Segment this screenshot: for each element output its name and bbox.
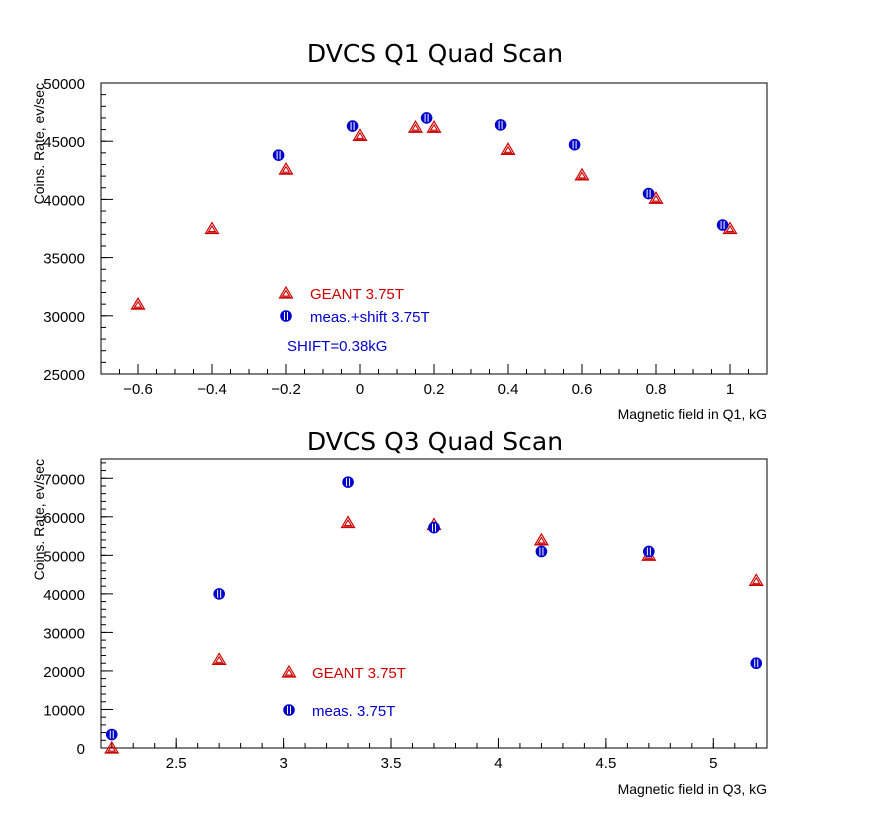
x-tick-label: 1: [726, 381, 734, 398]
legend-triangle-marker: [278, 285, 294, 299]
y-tick-label: 30000: [43, 309, 85, 326]
chart-q1-xlabel: Magnetic field in Q1, kG: [618, 406, 767, 422]
x-tick-label: 0.8: [646, 381, 667, 398]
x-tick-label: 2.5: [166, 755, 187, 772]
chart-q3-xlabel: Magnetic field in Q3, kG: [618, 781, 767, 797]
legend-meas-shift-marker: [280, 310, 292, 322]
y-tick-label: 25000: [43, 367, 85, 384]
point-geant: [130, 296, 146, 310]
point-geant: [104, 740, 120, 754]
y-tick-label: 40000: [43, 192, 85, 209]
x-tick-label: 3: [279, 755, 287, 772]
point-geant: [748, 573, 764, 586]
point-measured: [750, 657, 763, 670]
y-tick-label: 0: [77, 741, 85, 758]
x-tick-label: 3.5: [381, 755, 402, 772]
point-measured: [535, 545, 548, 558]
legend-meas-shift-label: meas.+shift 3.75T: [310, 309, 430, 326]
x-tick-label: 4.5: [595, 755, 616, 772]
y-tick-label: 35000: [43, 251, 85, 268]
chart-q3-ticks: 2.5 3 3.5 4 4.5 5 0 10000 20000 30000 40000 50000 60…: [43, 462, 757, 772]
y-tick-label: 50000: [43, 548, 85, 565]
point-measured: [428, 521, 440, 534]
legend-geant-marker: [278, 285, 294, 299]
chart-q3-legend: GEANT 3.75T meas. 3.75T: [281, 664, 406, 720]
chart-q1-frame: [100, 82, 768, 375]
x-tick-label: 0.6: [572, 381, 593, 398]
y-tick-label: 10000: [43, 702, 85, 719]
point-geant: [340, 515, 356, 529]
y-tick-label: 40000: [43, 587, 85, 604]
legend-circle-marker: [283, 704, 295, 716]
point-measured: [643, 545, 655, 558]
point-geant: [533, 532, 549, 546]
point-measured: [105, 728, 118, 741]
point-geant: [211, 652, 227, 665]
point-geant: [574, 167, 590, 181]
chart-q3-title: DVCS Q3 Quad Scan: [307, 427, 563, 456]
x-tick-label: −0.6: [123, 381, 153, 398]
legend-geant-label: GEANT 3.75T: [312, 665, 406, 682]
x-tick-label: 0.2: [424, 381, 445, 398]
y-tick-label: 60000: [43, 510, 85, 527]
y-tick-label: 45000: [43, 134, 85, 151]
chart-q3-points: [104, 476, 764, 754]
point-measured: [213, 588, 225, 600]
x-tick-label: 5: [709, 755, 717, 772]
x-tick-label: 4: [494, 755, 502, 772]
y-tick-label: 30000: [43, 625, 85, 642]
chart-q1-points: [130, 112, 738, 310]
point-measured: [272, 149, 285, 161]
chart-q1-ylabel: Coins. Rate, ev/sec: [31, 83, 47, 204]
chart-q1: DVCS Q1 Quad Scan Magnetic field in Q1, …: [31, 39, 768, 422]
point-geant: [500, 142, 516, 155]
shift-annotation: SHIFT=0.38kG: [287, 338, 387, 355]
legend-geant-marker: [281, 664, 297, 678]
point-geant: [426, 120, 442, 133]
legend-geant-label: GEANT 3.75T: [310, 286, 404, 303]
point-measured: [716, 219, 729, 231]
point-geant: [278, 161, 294, 175]
x-tick-label: −0.4: [197, 381, 227, 398]
chart-q3-frame: [100, 458, 768, 749]
x-tick-label: 0.4: [498, 381, 519, 398]
point-geant: [648, 191, 664, 204]
point-measured: [642, 187, 655, 200]
point-geant: [407, 120, 424, 133]
chart-q3: DVCS Q3 Quad Scan Magnetic field in Q3, …: [31, 427, 768, 797]
point-measured: [494, 119, 507, 131]
legend-meas-marker: [283, 704, 295, 716]
chart-q1-ticks: −0.6 −0.4 −0.2 0 0.2 0.4 0.6 0.8 1 25000 30000 3500…: [43, 76, 768, 398]
legend-triangle-marker: [281, 664, 297, 678]
point-measured: [342, 476, 354, 488]
point-measured: [568, 138, 581, 151]
point-measured: [420, 112, 433, 124]
chart-q1-title: DVCS Q1 Quad Scan: [307, 39, 563, 68]
point-geant: [352, 128, 368, 141]
y-tick-label: 50000: [43, 76, 85, 93]
legend-meas-label: meas. 3.75T: [312, 703, 395, 720]
chart-q3-ylabel: Coins. Rate, ev/sec: [31, 459, 47, 580]
x-tick-label: −0.2: [271, 381, 301, 398]
legend-circle-marker: [280, 310, 292, 322]
point-geant: [204, 221, 220, 235]
chart-q1-legend: GEANT 3.75T meas.+shift 3.75T SHIFT=0.38…: [278, 285, 430, 355]
y-tick-label: 20000: [43, 664, 85, 681]
y-tick-label: 70000: [43, 471, 85, 488]
point-measured: [346, 120, 359, 132]
x-tick-label: 0: [356, 381, 364, 398]
